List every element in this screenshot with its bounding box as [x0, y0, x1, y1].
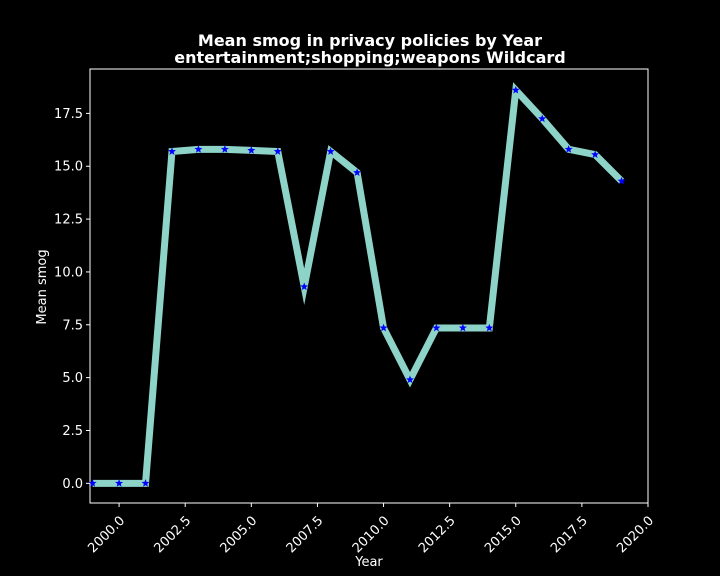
data-point: [591, 150, 600, 159]
y-tick-label: 2.5: [62, 424, 83, 439]
data-point: [458, 323, 467, 332]
data-point: [220, 145, 229, 153]
data-point: [511, 85, 520, 94]
y-tick-label: 17.5: [54, 107, 83, 122]
chart-title: Mean smog in privacy policies by Year: [198, 31, 542, 50]
data-point: [379, 323, 388, 332]
data-point: [115, 479, 124, 487]
plot-frame: [89, 68, 649, 504]
y-axis-label: Mean smog: [35, 249, 50, 324]
data-point: [88, 479, 97, 487]
y-tick-label: 7.5: [62, 318, 83, 333]
y-tick-label: 5.0: [62, 371, 83, 386]
data-point: [564, 145, 573, 153]
y-tick-label: 12.5: [54, 213, 83, 228]
y-tick-label: 15.0: [54, 160, 83, 175]
data-point: [300, 282, 309, 291]
data-point: [538, 114, 547, 123]
data-point: [485, 323, 494, 332]
data-point: [353, 168, 362, 176]
data-point: [167, 147, 176, 155]
data-point: [432, 323, 441, 332]
y-tick-label: 10.0: [54, 265, 83, 280]
data-point: [406, 375, 414, 384]
x-axis-label: Year: [354, 555, 383, 570]
y-tick-label: 0.0: [62, 477, 83, 492]
data-point: [194, 145, 203, 153]
data-point: [326, 147, 335, 155]
data-point: [273, 147, 282, 155]
data-point: [617, 176, 626, 185]
chart-subtitle: entertainment;shopping;weapons Wildcard: [174, 48, 566, 67]
data-point: [247, 146, 256, 154]
data-point: [141, 479, 150, 487]
